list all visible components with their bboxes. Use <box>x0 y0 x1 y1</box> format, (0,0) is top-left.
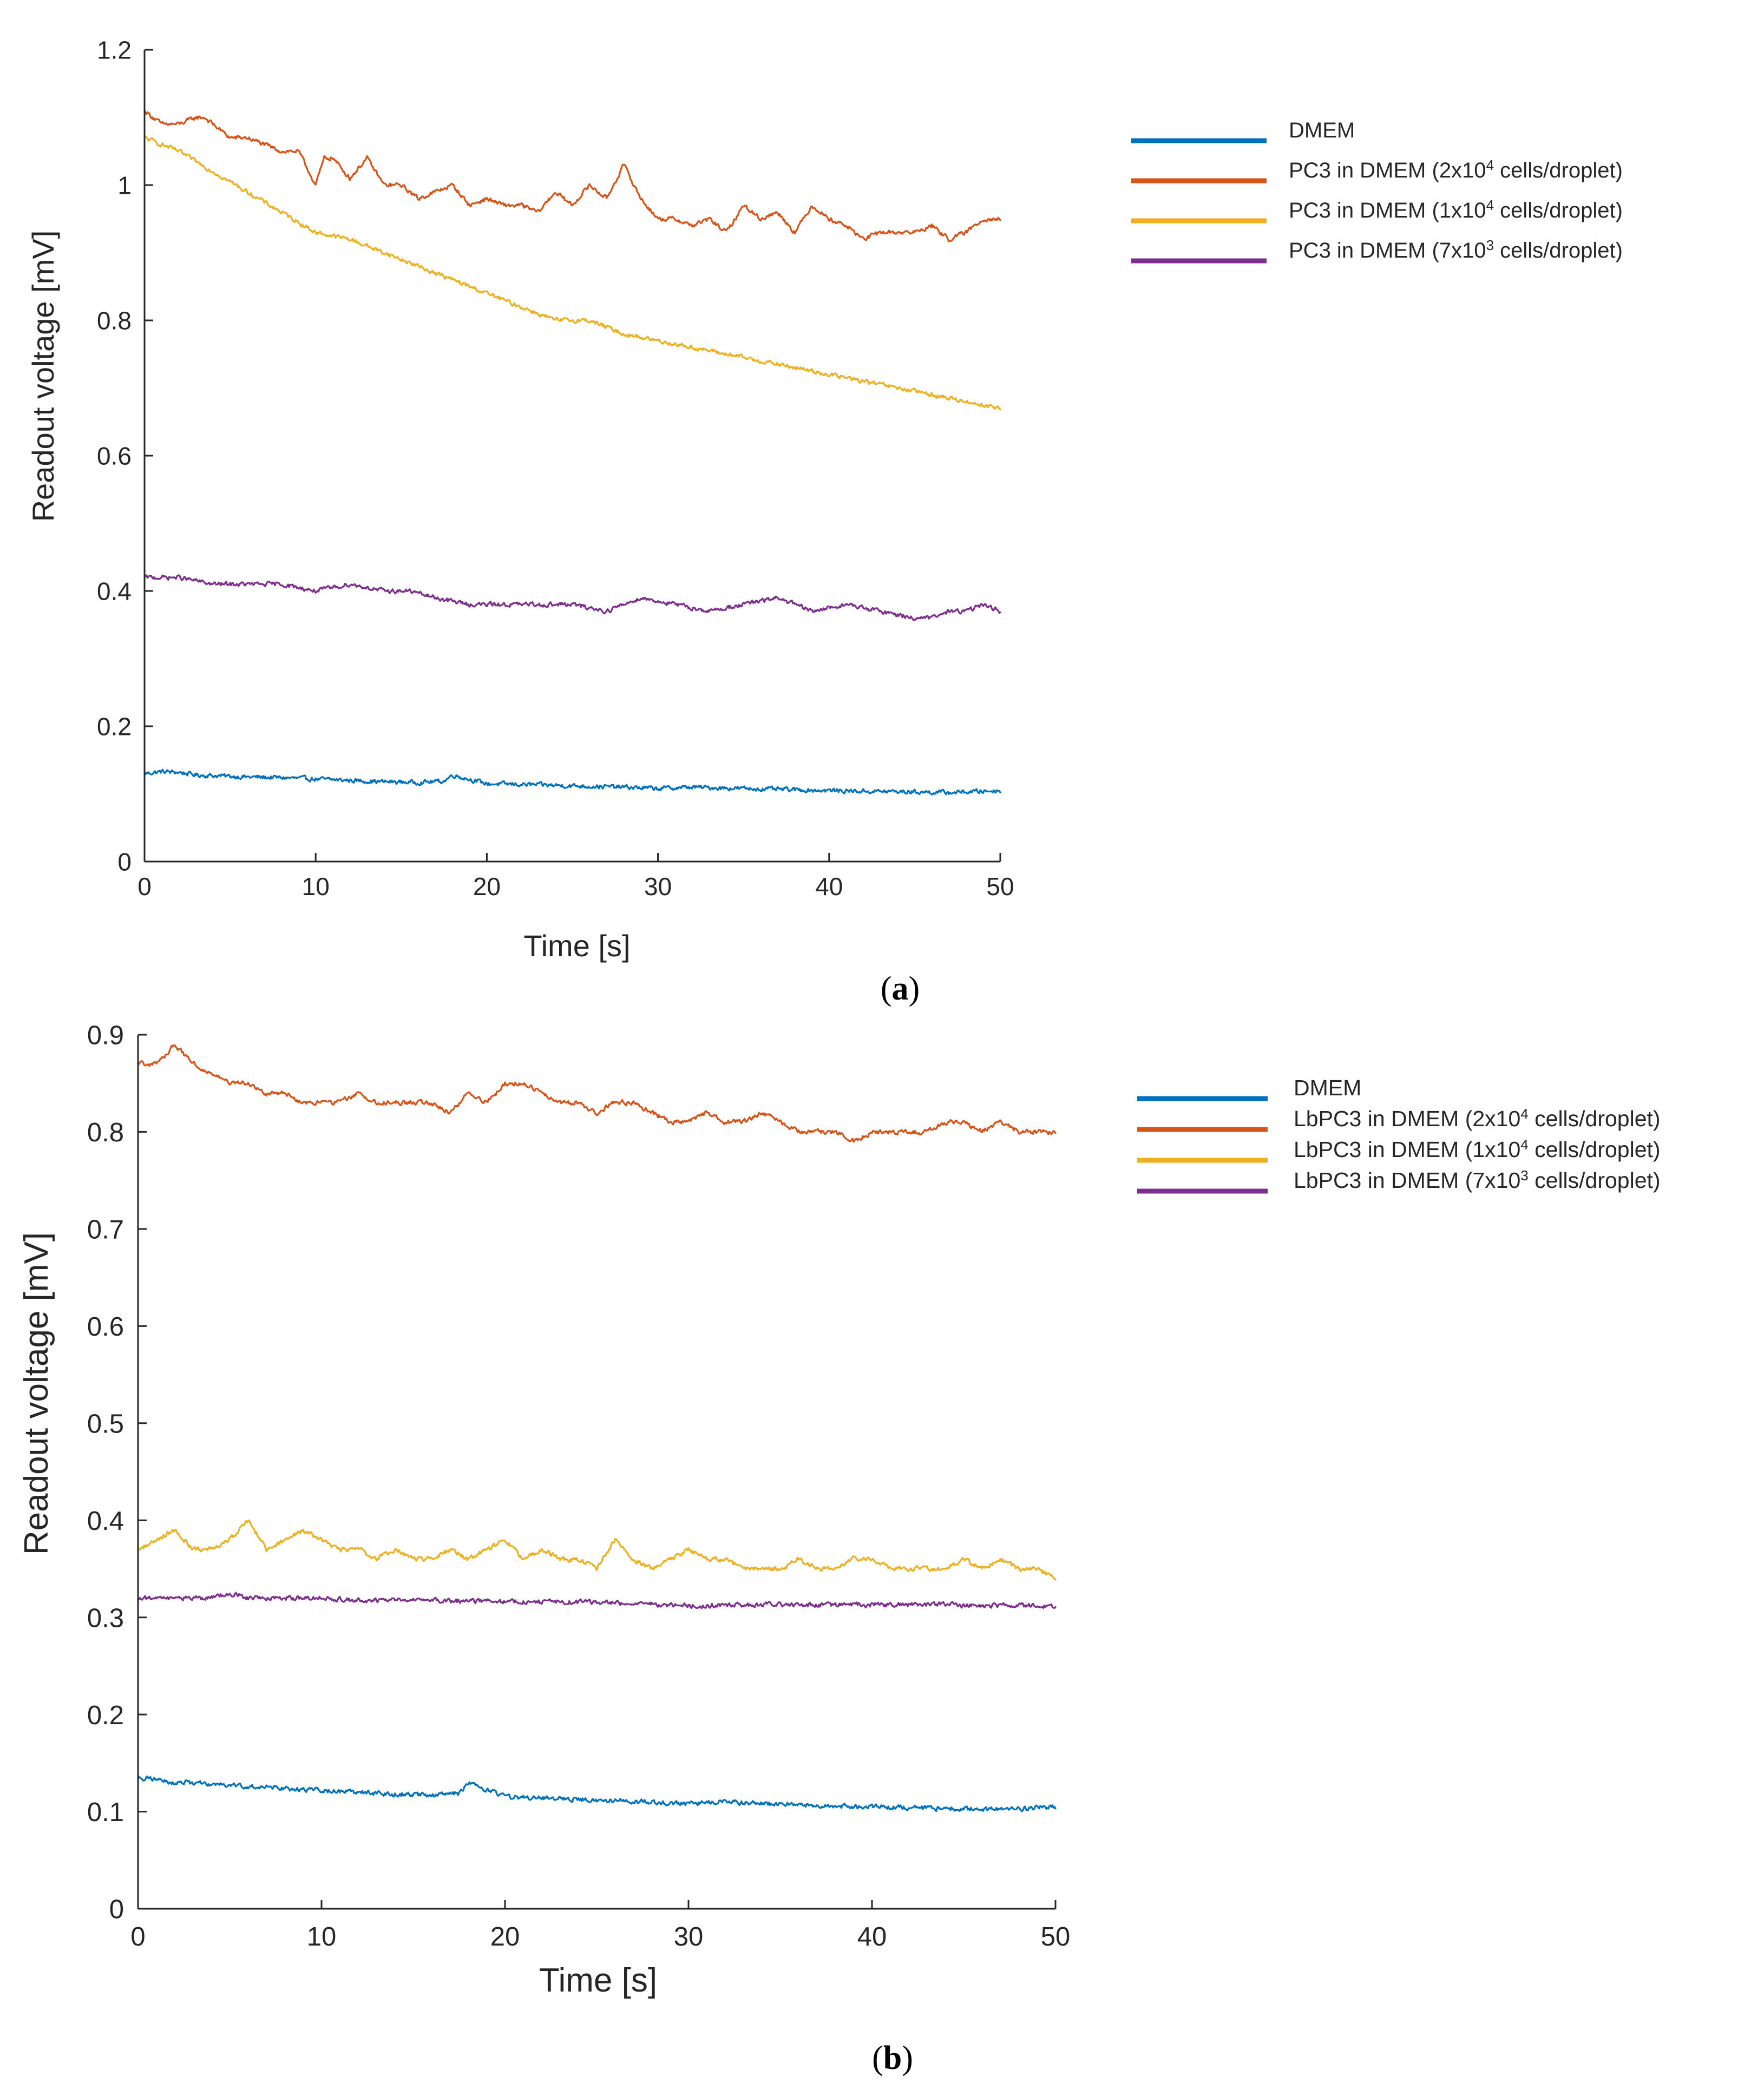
legend-label-suffix: cells/droplet) <box>1494 239 1623 262</box>
legend-label-exponent: 4 <box>1520 1136 1528 1153</box>
legend-label-prefix: LbPC3 in DMEM (1x10 <box>1294 1137 1520 1162</box>
panel-b-y-tick-label: 0.9 <box>87 1021 124 1050</box>
panel-b-x-tick-label: 10 <box>307 1922 337 1951</box>
panel-a-series-layer <box>143 109 1001 796</box>
legend-label-exponent: 3 <box>1520 1167 1528 1184</box>
panel-b-y-tick-label: 0.5 <box>87 1409 124 1438</box>
legend-label-exponent: 4 <box>1520 1106 1528 1122</box>
panel-a-y-tick-label: 0 <box>117 848 132 876</box>
panel-a-y-tick-label: 0.4 <box>97 577 132 606</box>
panel-b-series-line-2 <box>137 1044 1057 1143</box>
panel-a-x-tick-label: 20 <box>473 872 501 901</box>
legend-label-prefix: PC3 in DMEM (1x10 <box>1289 199 1486 222</box>
panel-b-y-tick-label: 0.1 <box>87 1798 124 1827</box>
panel-a-y-tick-label: 1.2 <box>97 36 132 64</box>
panel-b-y-axis-label: Readout voltage [mV] <box>18 1232 55 1555</box>
legend-label-prefix: DMEM <box>1289 119 1355 142</box>
panel-a-y-axis-label: Readout voltage [mV] <box>26 231 60 522</box>
panel-a-legend-label-4: PC3 in DMEM (7x103 cells/droplet) <box>1289 237 1623 262</box>
legend-label-prefix: LbPC3 in DMEM (7x10 <box>1294 1168 1520 1193</box>
panel-a-legend-label-3: PC3 in DMEM (1x104 cells/droplet) <box>1289 197 1623 222</box>
legend-label-prefix: PC3 in DMEM (7x10 <box>1289 239 1486 262</box>
panel-b-x-tick-label: 30 <box>674 1922 704 1951</box>
panel-a-x-tick-label: 50 <box>986 872 1014 901</box>
panel-b-series-line-3 <box>137 1519 1057 1581</box>
panel-b-y-tick-label: 0.8 <box>87 1118 124 1147</box>
legend-label-suffix: cells/droplet) <box>1529 1106 1661 1131</box>
panel-a-x-tick-label: 0 <box>137 872 152 901</box>
panel-a-axes: 0 10 20 30 40 50 0 0.2 0.4 0.6 0.8 1 1.2 <box>97 36 1014 901</box>
panel-b-y-tick-label: 0.6 <box>87 1312 124 1342</box>
panel-b-legend-label-3: LbPC3 in DMEM (1x104 cells/droplet) <box>1294 1136 1661 1162</box>
panel-b-axes: 0 10 20 30 40 50 0 0.1 0.2 0.3 0.4 0.5 0.6 0.7 0.8 0.9 <box>87 1021 1070 1951</box>
legend-label-suffix: cells/droplet) <box>1529 1168 1661 1193</box>
panel-b-y-tick-label: 0 <box>109 1895 124 1924</box>
panel-b-x-tick-label: 50 <box>1041 1922 1071 1951</box>
panel-a-y-tick-label: 0.6 <box>97 442 132 470</box>
panel-b-legend-label-2: LbPC3 in DMEM (2x104 cells/droplet) <box>1294 1106 1661 1131</box>
panel-b-y-tick-label: 0.2 <box>87 1701 124 1730</box>
panel-b-legend-label-4: LbPC3 in DMEM (7x103 cells/droplet) <box>1294 1167 1661 1193</box>
panel-a-series-line-2 <box>143 109 1001 242</box>
panel-b-x-axis-label: Time [s] <box>539 1962 657 1999</box>
panel-a-y-tick-label: 1 <box>117 172 132 200</box>
legend-label-prefix: LbPC3 in DMEM (2x10 <box>1294 1106 1520 1131</box>
panel-b-series-line-4 <box>137 1592 1057 1609</box>
panel-b-chart: 0 10 20 30 40 5000.10.20.30.40.50.60.70.80.9 … <box>18 1021 1661 2077</box>
panel-a-x-tick-label: 40 <box>815 872 843 901</box>
panel-b-x-tick-label: 20 <box>490 1922 520 1951</box>
panel-a-series-line-4 <box>143 574 1001 621</box>
panel-a-y-tick-label: 0.2 <box>97 713 132 741</box>
legend-label-suffix: cells/droplet) <box>1494 199 1623 222</box>
panel-a-x-axis-label: Time [s] <box>523 929 630 963</box>
legend-label-suffix: cells/droplet) <box>1529 1137 1661 1162</box>
panel-a-legend-label-1: DMEM <box>1289 119 1355 142</box>
panel-b-label: (b) <box>872 2040 913 2077</box>
panel-a-legend-label-2: PC3 in DMEM (2x104 cells/droplet) <box>1289 157 1623 182</box>
panel-b-x-tick-label: 0 <box>130 1922 145 1951</box>
panel-a-label: (a) <box>881 970 920 1007</box>
panel-b-label-letter: b <box>883 2040 902 2077</box>
panel-a-series-line-3 <box>143 135 1001 410</box>
panel-b-y-tick-label: 0.7 <box>87 1215 124 1245</box>
panel-a-y-tick-label: 0.8 <box>97 307 132 335</box>
panel-b-x-tick-label: 40 <box>857 1922 887 1951</box>
panel-a-label-letter: a <box>892 970 909 1007</box>
panel-b-series-line-1 <box>137 1775 1057 1812</box>
legend-label-prefix: PC3 in DMEM (2x10 <box>1289 159 1486 182</box>
legend-label-exponent: 4 <box>1486 157 1494 173</box>
legend-label-exponent: 3 <box>1486 237 1494 253</box>
legend-label-suffix: cells/droplet) <box>1494 159 1623 182</box>
panel-a-series-line-1 <box>143 768 1001 796</box>
panel-b-legend-label-1: DMEM <box>1294 1075 1361 1100</box>
panel-b-series-layer <box>137 1044 1057 1812</box>
legend-label-prefix: DMEM <box>1294 1075 1361 1100</box>
legend-label-exponent: 4 <box>1486 197 1494 213</box>
panel-a-x-tick-label: 30 <box>644 872 672 901</box>
panel-a-x-tick-label: 10 <box>302 872 330 901</box>
panel-b-y-tick-label: 0.3 <box>87 1604 124 1633</box>
panel-b-y-tick-label: 0.4 <box>87 1507 124 1536</box>
panel-a-chart: 0 10 20 30 40 50 0 0.2 0.4 0.6 0.8 1 1.2 Time [s] Re… <box>26 36 1623 1007</box>
